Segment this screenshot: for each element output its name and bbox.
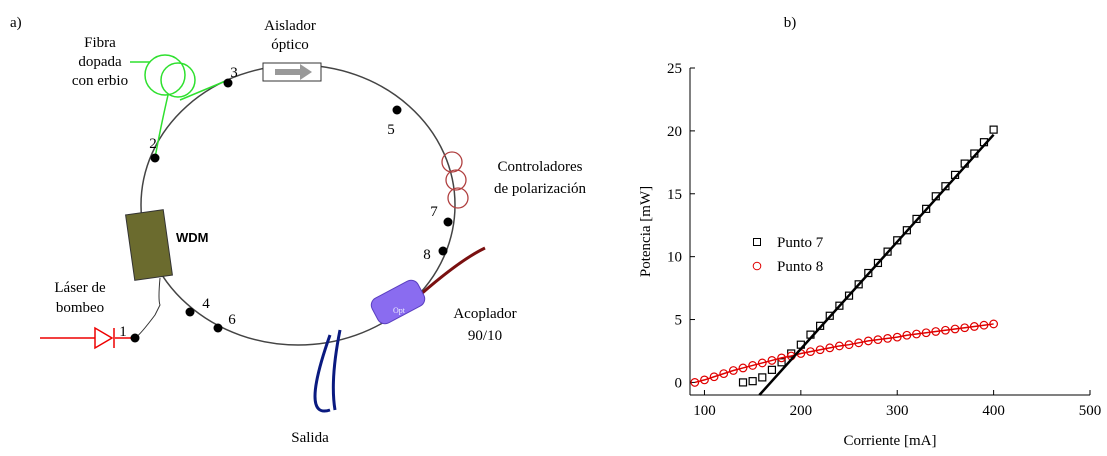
point-label: 6 [228,312,236,328]
x-tick-label: 400 [982,403,1005,419]
point-label: 8 [423,247,431,263]
marker [759,374,766,381]
y-tick-label: 15 [667,187,682,203]
panel-label: b) [784,15,797,31]
fiber-point [186,308,195,317]
y-tick-label: 25 [667,61,682,77]
panel-label: a) [10,15,22,31]
x-tick-label: 100 [693,403,716,419]
point-label: 7 [430,204,438,220]
figure: a) WDM Opt 1 2 3 4 5 6 7 8 Fibradopadacon erbio… [0,0,1107,451]
marker [990,126,997,133]
y-tick-label: 5 [675,313,683,329]
point-label: 4 [202,296,210,312]
point-label: 5 [387,122,395,138]
y-axis-title: Potencia [mW] [638,186,654,277]
legend-marker [754,239,761,246]
y-tick-label: 10 [667,250,682,266]
pump-fiber [135,278,160,338]
fiber-point [131,334,140,343]
label: Aisladoróptico [264,18,316,53]
fiber-point [444,218,453,227]
fiber-point [214,324,223,333]
page: a) WDM Opt 1 2 3 4 5 6 7 8 Fibradopadacon erbio… [0,0,1107,456]
marker [740,379,747,386]
x-tick-label: 500 [1079,403,1102,419]
marker [749,378,756,385]
wdm-label: WDM [176,230,209,245]
wdm [126,210,173,281]
point-label: 1 [119,324,127,340]
legend-marker [753,262,761,270]
point-label: 3 [230,65,238,81]
coupler [368,277,427,326]
legend-label: Punto 7 [777,235,824,251]
x-axis-title: Corriente [mA] [844,433,937,449]
y-tick-label: 0 [675,375,683,391]
fiber-point [393,106,402,115]
marker [768,366,775,373]
legend-label: Punto 8 [777,259,823,275]
x-tick-label: 300 [886,403,909,419]
y-tick-label: 20 [667,124,682,140]
coupler-label: Opt [393,306,406,315]
output-fiber [315,330,340,411]
point-label: 2 [149,136,157,152]
erbium-coil [130,55,228,158]
fiber-point [439,247,448,256]
fiber-point [151,154,160,163]
label: Salida [291,430,329,446]
x-tick-label: 200 [790,403,813,419]
marker [778,359,785,366]
